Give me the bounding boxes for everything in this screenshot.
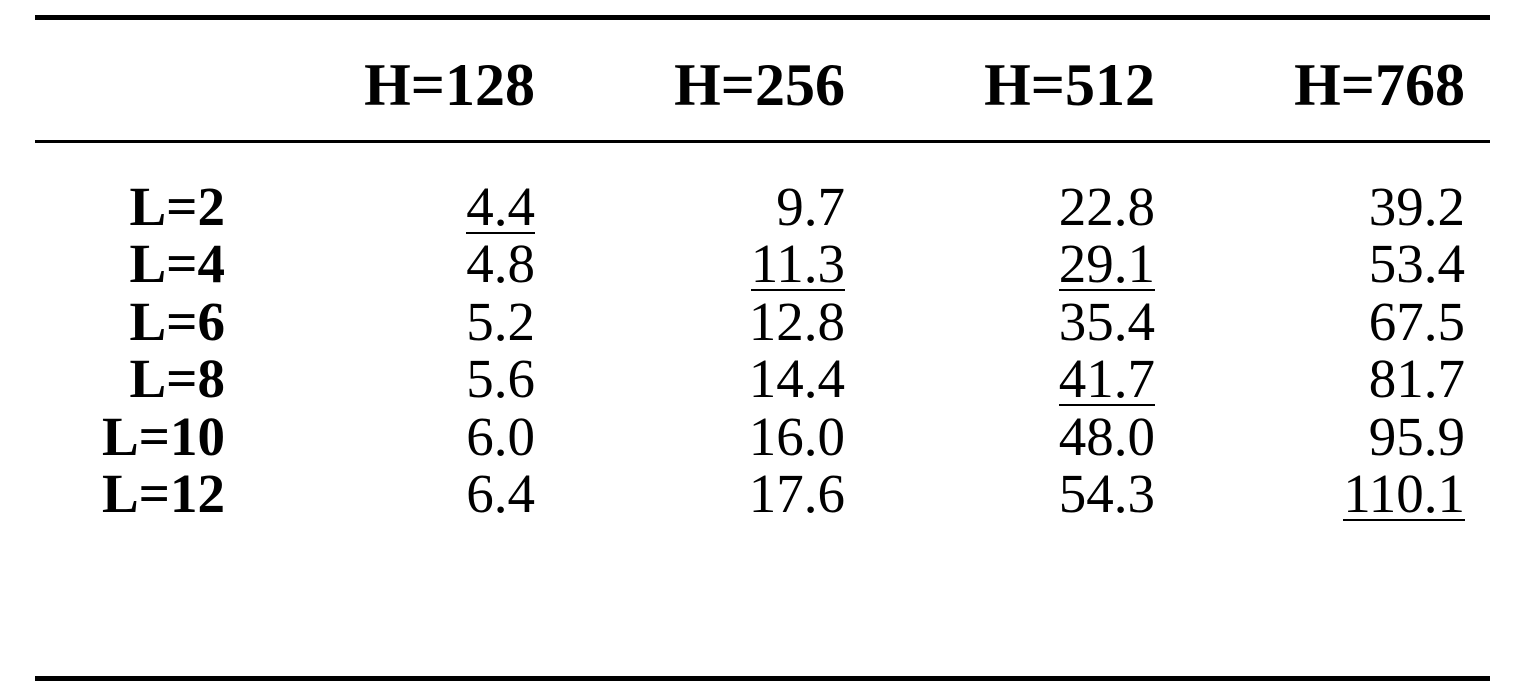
cell-value: 67.5 bbox=[1368, 290, 1465, 352]
header-row: H=128 H=256 H=512 H=768 bbox=[0, 50, 1526, 118]
column-header: H=128 bbox=[364, 52, 535, 118]
table-row: L=10 6.0 16.0 48.0 95.9 bbox=[0, 408, 1526, 465]
table-cell: 17.6 bbox=[749, 465, 845, 522]
cell-value: 35.4 bbox=[1058, 290, 1155, 352]
table-cell: 11.3 bbox=[750, 233, 845, 295]
cell-value: 39.2 bbox=[1368, 176, 1465, 237]
table-cell: 5.6 bbox=[466, 350, 535, 407]
cell-value: 5.2 bbox=[466, 290, 535, 352]
underlined-value: 4.4 bbox=[466, 176, 535, 237]
table-cell: 29.1 bbox=[1058, 233, 1155, 295]
top-rule bbox=[35, 15, 1490, 20]
table-row: L=4 4.8 11.3 29.1 53.4 bbox=[0, 235, 1526, 292]
cell-value: 16.0 bbox=[748, 405, 845, 467]
cell-value: 6.4 bbox=[466, 463, 535, 524]
header-rule bbox=[35, 140, 1490, 143]
column-header: H=512 bbox=[984, 52, 1155, 118]
column-header: H=256 bbox=[674, 52, 845, 118]
table-cell: 6.0 bbox=[466, 408, 535, 465]
cell-value: 81.7 bbox=[1368, 348, 1465, 410]
table-row: L=6 5.2 12.8 35.4 67.5 bbox=[0, 293, 1526, 350]
table-cell: 95.9 bbox=[1369, 408, 1465, 465]
row-label: L=8 bbox=[129, 348, 225, 410]
table-cell: 9.7 bbox=[776, 178, 845, 235]
bottom-rule bbox=[35, 676, 1490, 681]
cell-value: 14.4 bbox=[748, 348, 845, 410]
table-cell: 48.0 bbox=[1059, 408, 1155, 465]
table-cell: 14.4 bbox=[749, 350, 845, 407]
row-label: L=12 bbox=[101, 463, 225, 524]
underlined-value: 41.7 bbox=[1058, 348, 1155, 410]
underlined-value: 11.3 bbox=[750, 233, 845, 295]
table-cell: 110.1 bbox=[1343, 465, 1465, 522]
table-cell: 4.4 bbox=[466, 178, 535, 235]
cell-value: 53.4 bbox=[1368, 233, 1465, 295]
table-row: L=8 5.6 14.4 41.7 81.7 bbox=[0, 350, 1526, 407]
table-cell: 35.4 bbox=[1059, 293, 1155, 350]
row-label: L=6 bbox=[129, 290, 225, 352]
cell-value: 5.6 bbox=[466, 348, 535, 410]
table-cell: 5.2 bbox=[466, 293, 535, 350]
table-cell: 16.0 bbox=[749, 408, 845, 465]
table-cell: 81.7 bbox=[1369, 350, 1465, 407]
table-cell: 6.4 bbox=[466, 465, 535, 522]
table-cell: 22.8 bbox=[1059, 178, 1155, 235]
cell-value: 17.6 bbox=[748, 463, 845, 524]
underlined-value: 110.1 bbox=[1343, 463, 1465, 524]
cell-value: 22.8 bbox=[1058, 176, 1155, 237]
table-cell: 12.8 bbox=[749, 293, 845, 350]
table-cell: 41.7 bbox=[1058, 348, 1155, 410]
cell-value: 48.0 bbox=[1058, 405, 1155, 467]
table-cell: 54.3 bbox=[1059, 465, 1155, 522]
table-cell: 39.2 bbox=[1369, 178, 1465, 235]
cell-value: 4.8 bbox=[466, 233, 535, 295]
row-label: L=4 bbox=[129, 233, 225, 295]
cell-value: 54.3 bbox=[1058, 463, 1155, 524]
row-label: L=2 bbox=[129, 176, 225, 237]
table-row: L=12 6.4 17.6 54.3 110.1 bbox=[0, 465, 1526, 522]
cell-value: 6.0 bbox=[466, 405, 535, 467]
table-row: L=2 4.4 9.7 22.8 39.2 bbox=[0, 178, 1526, 235]
table-cell: 4.8 bbox=[466, 235, 535, 292]
table-cell: 53.4 bbox=[1369, 235, 1465, 292]
underlined-value: 29.1 bbox=[1058, 233, 1155, 295]
cell-value: 9.7 bbox=[776, 176, 845, 237]
table-cell: 67.5 bbox=[1369, 293, 1465, 350]
cell-value: 95.9 bbox=[1368, 405, 1465, 467]
row-label: L=10 bbox=[101, 405, 225, 467]
cell-value: 12.8 bbox=[748, 290, 845, 352]
column-header: H=768 bbox=[1294, 52, 1465, 118]
